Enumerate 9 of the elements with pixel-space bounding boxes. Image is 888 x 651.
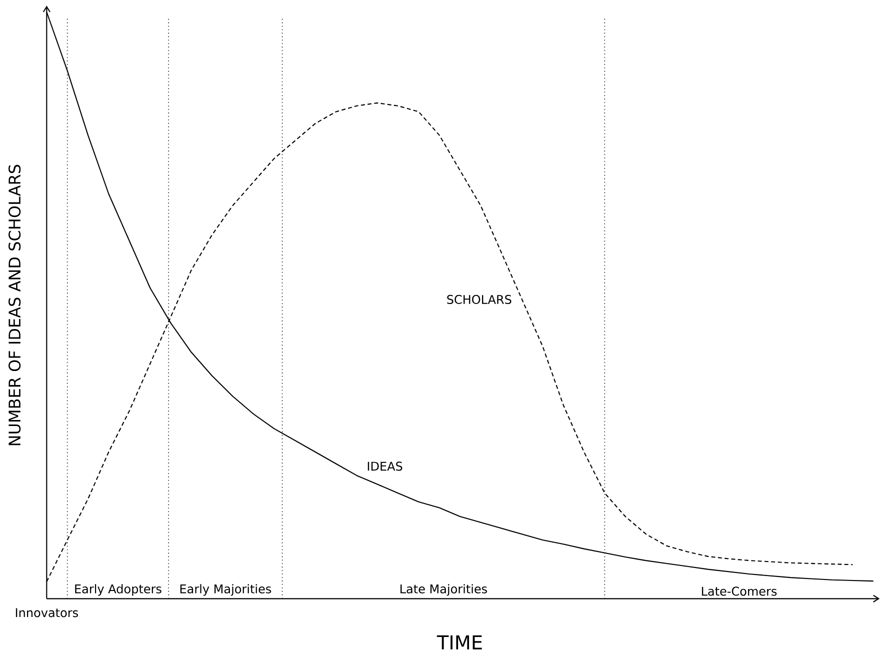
series-label: IDEAS [368, 462, 402, 471]
series-label: SCHOLARS [447, 295, 512, 304]
y-axis-title: NUMBER OF IDEAS AND SCHOLARS [8, 165, 21, 446]
x-axis-title: TIME [436, 636, 482, 650]
text: Innovators [16, 608, 78, 618]
annotation: Early Majorities [180, 584, 272, 596]
annotation: Late-Comers [702, 586, 777, 596]
annotation: Late Majorities [400, 584, 488, 596]
annotation: Early Adopters [75, 584, 162, 596]
